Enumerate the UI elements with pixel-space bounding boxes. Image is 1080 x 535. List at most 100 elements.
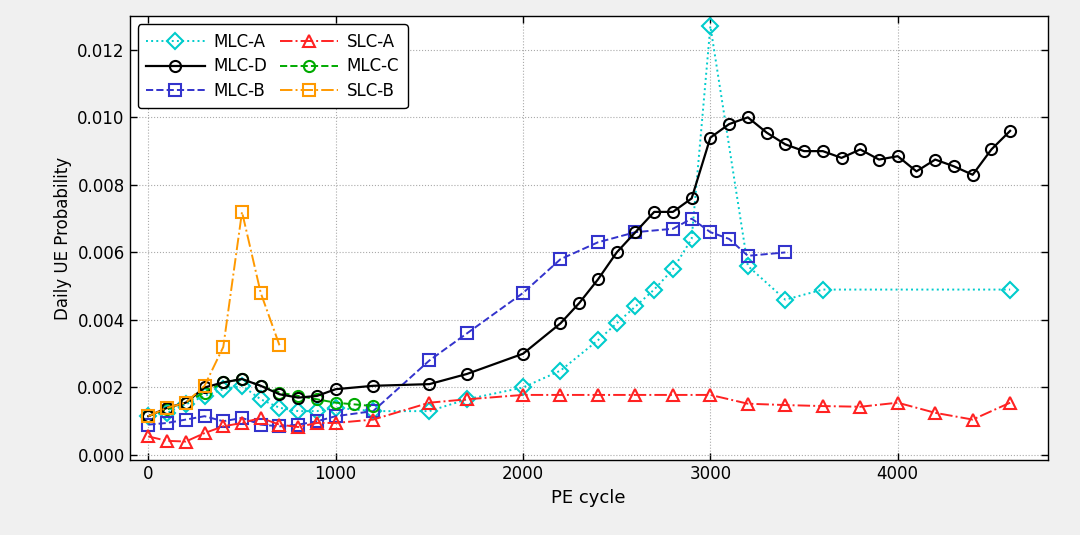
- MLC-B: [179, 416, 192, 423]
- MLC-B: [235, 415, 248, 421]
- MLC-B: [423, 357, 436, 364]
- MLC-D: [254, 383, 267, 389]
- MLC-A: [198, 393, 211, 399]
- MLC-D: [947, 163, 960, 170]
- SLC-A: [273, 422, 286, 428]
- Line: MLC-A: MLC-A: [143, 21, 1015, 422]
- MLC-B: [629, 229, 642, 235]
- SLC-A: [141, 433, 154, 440]
- MLC-A: [329, 404, 342, 411]
- MLC-B: [685, 216, 698, 222]
- MLC-A: [816, 286, 829, 293]
- MLC-D: [273, 391, 286, 398]
- SLC-B: [254, 290, 267, 296]
- MLC-D: [929, 156, 942, 163]
- SLC-A: [967, 416, 980, 423]
- MLC-B: [460, 330, 473, 337]
- MLC-B: [329, 413, 342, 419]
- MLC-C: [273, 389, 286, 396]
- SLC-B: [179, 400, 192, 406]
- MLC-A: [592, 337, 605, 343]
- SLC-A: [460, 396, 473, 402]
- MLC-D: [779, 141, 792, 148]
- MLC-A: [273, 404, 286, 411]
- MLC-B: [254, 422, 267, 428]
- MLC-D: [516, 350, 529, 357]
- SLC-A: [179, 438, 192, 445]
- MLC-B: [704, 229, 717, 235]
- MLC-A: [423, 408, 436, 414]
- SLC-B: [198, 383, 211, 389]
- MLC-D: [179, 400, 192, 406]
- MLC-D: [629, 229, 642, 235]
- MLC-A: [554, 368, 567, 374]
- MLC-D: [367, 383, 380, 389]
- SLC-B: [161, 404, 174, 411]
- SLC-A: [329, 420, 342, 426]
- MLC-D: [873, 156, 886, 163]
- MLC-C: [329, 400, 342, 406]
- MLC-D: [648, 209, 661, 215]
- MLC-D: [141, 413, 154, 419]
- MLC-A: [292, 408, 305, 414]
- MLC-B: [666, 226, 679, 232]
- Legend: MLC-A, MLC-D, MLC-B, SLC-A, MLC-C, SLC-B: MLC-A, MLC-D, MLC-B, SLC-A, MLC-C, SLC-B: [138, 25, 407, 109]
- MLC-C: [310, 396, 323, 402]
- SLC-A: [779, 402, 792, 408]
- MLC-B: [367, 408, 380, 414]
- SLC-A: [666, 392, 679, 398]
- MLC-A: [460, 396, 473, 402]
- MLC-D: [835, 155, 848, 161]
- MLC-C: [179, 400, 192, 406]
- MLC-D: [1003, 128, 1016, 134]
- MLC-D: [610, 249, 623, 256]
- MLC-D: [967, 172, 980, 178]
- SLC-A: [516, 392, 529, 398]
- MLC-A: [141, 413, 154, 419]
- SLC-A: [704, 392, 717, 398]
- MLC-D: [816, 148, 829, 154]
- MLC-D: [760, 129, 773, 136]
- MLC-A: [235, 383, 248, 389]
- SLC-A: [592, 392, 605, 398]
- MLC-A: [629, 303, 642, 310]
- MLC-A: [179, 401, 192, 408]
- MLC-D: [554, 320, 567, 326]
- MLC-D: [666, 209, 679, 215]
- SLC-A: [217, 423, 230, 430]
- X-axis label: PE cycle: PE cycle: [552, 488, 625, 507]
- SLC-A: [741, 401, 754, 407]
- MLC-A: [367, 408, 380, 414]
- Line: MLC-D: MLC-D: [143, 112, 1015, 422]
- MLC-D: [423, 381, 436, 387]
- MLC-B: [141, 422, 154, 428]
- MLC-A: [1003, 286, 1016, 293]
- MLC-D: [572, 300, 585, 307]
- MLC-A: [666, 266, 679, 272]
- MLC-A: [685, 236, 698, 242]
- SLC-B: [141, 413, 154, 419]
- MLC-C: [254, 383, 267, 389]
- SLC-A: [292, 424, 305, 430]
- MLC-D: [854, 146, 867, 152]
- MLC-C: [348, 401, 361, 408]
- SLC-A: [254, 415, 267, 421]
- MLC-A: [310, 408, 323, 414]
- MLC-B: [779, 249, 792, 256]
- MLC-B: [554, 256, 567, 262]
- MLC-D: [985, 146, 998, 152]
- MLC-A: [704, 23, 717, 29]
- MLC-D: [217, 379, 230, 386]
- MLC-D: [460, 371, 473, 377]
- MLC-D: [797, 148, 810, 154]
- MLC-A: [779, 296, 792, 303]
- Y-axis label: Daily UE Probability: Daily UE Probability: [54, 157, 71, 319]
- SLC-B: [217, 344, 230, 350]
- MLC-A: [161, 410, 174, 416]
- MLC-D: [161, 404, 174, 411]
- MLC-B: [741, 253, 754, 259]
- Line: SLC-A: SLC-A: [143, 389, 1016, 448]
- SLC-A: [629, 392, 642, 398]
- SLC-A: [423, 400, 436, 406]
- Line: SLC-B: SLC-B: [143, 207, 285, 422]
